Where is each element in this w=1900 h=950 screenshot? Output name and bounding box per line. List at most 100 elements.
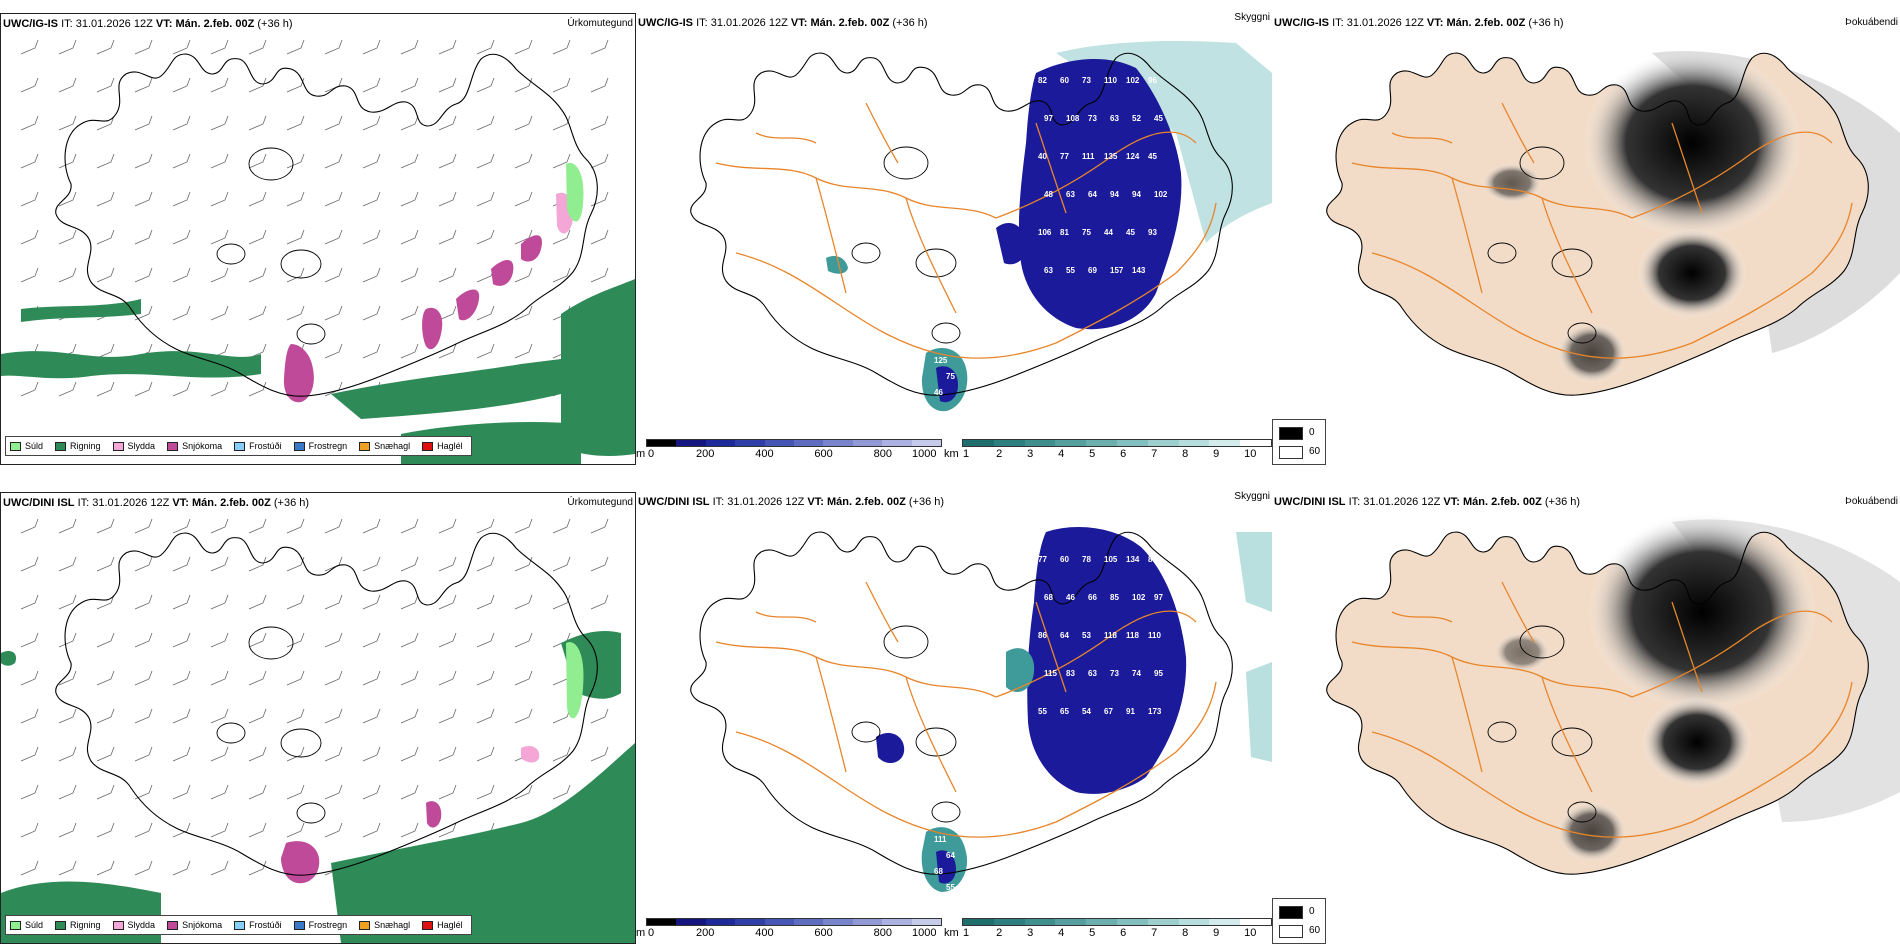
- visibility-label: 54: [1082, 707, 1091, 716]
- tick: 10: [1244, 927, 1257, 939]
- visibility-label: 55: [1066, 266, 1075, 275]
- precip-legend: Súld Rigning Slydda Snjókoma Frostúði Fr…: [5, 915, 472, 935]
- tick: 400: [755, 927, 774, 939]
- wind-barb: [286, 556, 305, 572]
- panel-name-fog: Þokuábendi: [1845, 496, 1898, 507]
- visibility-label: 106: [1038, 228, 1052, 237]
- legend-item: Slydda: [112, 920, 155, 930]
- wind-barb: [96, 267, 115, 283]
- precip-type-panel-2: UWC/DINI ISL IT: 31.01.2026 12Z VT: Mán.…: [0, 492, 636, 944]
- wind-barb: [96, 115, 115, 131]
- iceland-outline: [690, 52, 1233, 396]
- visibility-colorbar-bar: [962, 918, 1272, 926]
- fog-swatch-0: [1279, 906, 1303, 919]
- fog-label-0: 0: [1309, 906, 1315, 917]
- wind-barb: [210, 153, 229, 169]
- tick: 8: [1182, 927, 1189, 939]
- wind-barb: [20, 708, 39, 724]
- wind-barb: [248, 381, 267, 397]
- visibility-label: 97: [1154, 593, 1163, 602]
- glacier-outline: [883, 625, 929, 659]
- wind-barb: [96, 784, 115, 800]
- colorbar-segment: [1055, 919, 1087, 925]
- visibility-ticks: 1 2 3 4 5 6 7 8 9 10: [962, 927, 1272, 941]
- wind-barb: [286, 670, 305, 686]
- visibility-label: 102: [1126, 76, 1140, 85]
- wind-barb: [362, 708, 381, 724]
- colorbar-segment: [647, 440, 677, 446]
- wind-barb: [172, 191, 191, 207]
- colorbar-segment: [764, 440, 795, 446]
- wind-barb: [96, 153, 115, 169]
- wind-barb: [210, 594, 229, 610]
- wind-barb: [20, 594, 39, 610]
- wind-barb: [172, 305, 191, 321]
- visibility-label: 111: [1082, 152, 1095, 161]
- visibility-label: 73: [1088, 114, 1097, 123]
- wind-barbs: [20, 518, 609, 876]
- wind-barb: [590, 229, 609, 245]
- visibility-unit: km: [944, 448, 959, 460]
- road: [1541, 676, 1593, 793]
- fog-map: [1326, 48, 1900, 396]
- wind-barb: [248, 556, 267, 572]
- coastline: [55, 532, 598, 876]
- wind-barb: [400, 153, 419, 169]
- wind-barb: [248, 670, 267, 686]
- coastline: [1326, 52, 1869, 396]
- wind-barb: [172, 39, 191, 55]
- visibility-label: 115: [1044, 669, 1057, 678]
- wind-barb: [552, 229, 571, 245]
- glacier-outline: [1487, 721, 1517, 743]
- wind-barb: [286, 267, 305, 283]
- wind-barb: [476, 594, 495, 610]
- wind-barb: [286, 115, 305, 131]
- wind-barb: [514, 153, 533, 169]
- road: [1671, 601, 1703, 693]
- glacier-outline: [931, 801, 961, 823]
- wind-barb: [590, 708, 609, 724]
- wind-barb: [324, 191, 343, 207]
- legend-item: Snjókoma: [167, 920, 222, 930]
- wind-barb: [248, 822, 267, 838]
- wind-barb: [286, 229, 305, 245]
- tick: 2: [996, 448, 1003, 460]
- legend-item: Rigning: [55, 441, 101, 451]
- glacier-outline: [851, 242, 881, 264]
- road: [1451, 177, 1483, 294]
- wind-barb: [134, 822, 153, 838]
- road: [755, 132, 817, 144]
- tick: 5: [1089, 927, 1096, 939]
- colorbar-segment: [882, 919, 912, 925]
- wind-barb: [324, 343, 343, 359]
- colorbar-segment: [647, 919, 677, 925]
- tick: 400: [755, 448, 774, 460]
- wind-barb: [514, 39, 533, 55]
- visibility-label: 64: [1060, 631, 1069, 640]
- wind-barb: [58, 77, 77, 93]
- wind-barb: [210, 784, 229, 800]
- wind-barb: [134, 381, 153, 397]
- wind-barb: [514, 305, 533, 321]
- wind-barb: [400, 267, 419, 283]
- wind-barb: [210, 39, 229, 55]
- colorbar-segment: [852, 919, 883, 925]
- visibility-label: 125: [934, 356, 948, 365]
- wind-barb: [438, 39, 457, 55]
- panel-title: UWC/IG-IS IT: 31.01.2026 12Z VT: Mán. 2.…: [1274, 17, 1564, 29]
- road: [1371, 252, 1693, 359]
- wind-barb: [552, 708, 571, 724]
- road-network: [1351, 581, 1853, 838]
- fog-swatch-0: [1279, 427, 1303, 440]
- wind-barb: [134, 860, 153, 876]
- wind-barb: [210, 746, 229, 762]
- legend-item: Snjókoma: [167, 441, 222, 451]
- legend-item: Súld: [10, 920, 43, 930]
- wind-barb: [286, 784, 305, 800]
- low-visibility-areas: [876, 527, 1187, 892]
- visibility-label: 74: [1132, 669, 1141, 678]
- wind-barb: [362, 594, 381, 610]
- fog-label-0: 0: [1309, 427, 1315, 438]
- wind-barb: [286, 822, 305, 838]
- road: [865, 581, 899, 643]
